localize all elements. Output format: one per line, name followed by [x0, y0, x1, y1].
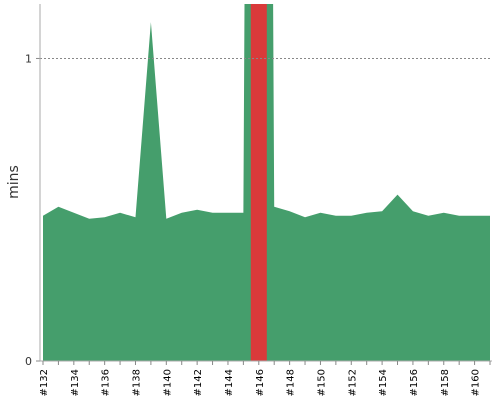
y-tick-label: 1: [25, 52, 32, 65]
x-tick-label: #136: [101, 369, 112, 396]
x-tick-label: #132: [39, 369, 50, 396]
x-tick-label: #158: [440, 369, 451, 396]
x-tick-label: #146: [255, 369, 266, 396]
x-tick-label: #156: [409, 369, 420, 396]
x-tick-label: #160: [471, 369, 482, 396]
x-tick-label: #140: [162, 369, 173, 396]
y-axis-label: mins: [6, 165, 22, 199]
x-tick-label: #134: [70, 369, 81, 396]
plot-area: [43, 4, 490, 361]
y-tick-label: 0: [25, 355, 32, 368]
x-tick-label: #150: [316, 369, 327, 396]
x-tick-label: #144: [224, 369, 235, 396]
x-tick-label: #142: [193, 369, 204, 396]
x-tick-label: #148: [286, 369, 297, 396]
x-tick-label: #152: [347, 369, 358, 396]
x-tick-label: #154: [378, 369, 389, 396]
x-tick-label: #138: [131, 369, 142, 396]
failed-build-bar: [250, 4, 267, 361]
